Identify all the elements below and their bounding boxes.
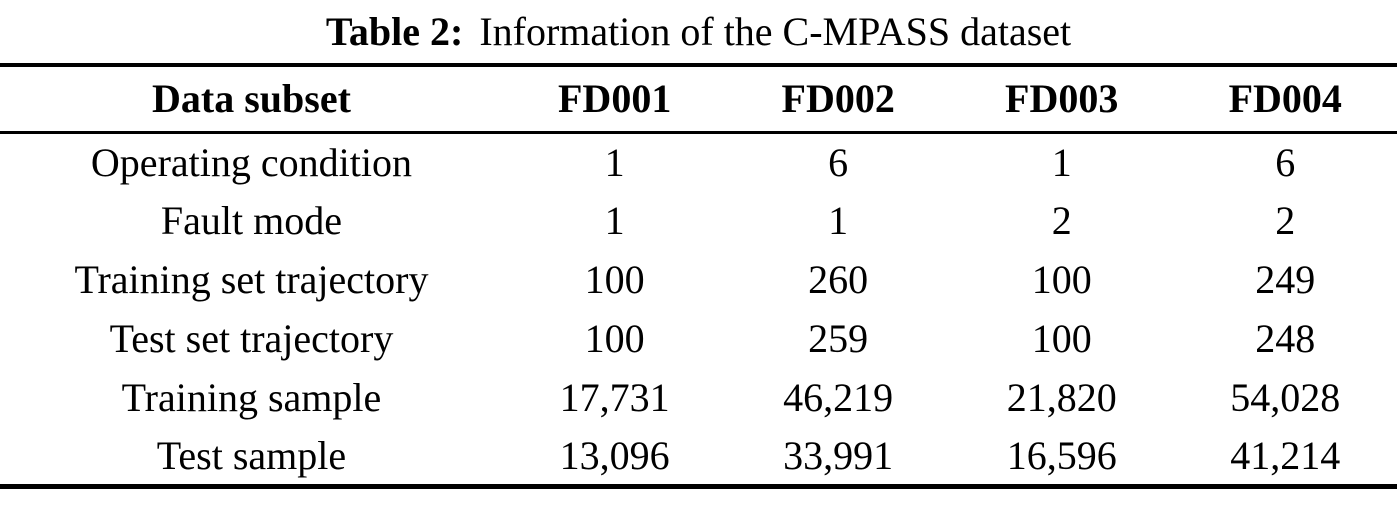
row-label: Operating condition	[90, 139, 412, 185]
data-cell: 6	[1275, 139, 1296, 185]
data-cell: 100	[1031, 316, 1092, 361]
data-cell: 100	[1031, 257, 1092, 302]
data-cell: 260	[808, 257, 869, 302]
data-cell: 2	[1051, 198, 1072, 243]
row-label: Fault mode	[160, 198, 342, 243]
data-cell: 1	[1051, 139, 1072, 185]
data-cell: 21,820	[1006, 375, 1117, 420]
row-label: Test set trajectory	[109, 316, 394, 361]
data-cell: 46,219	[783, 375, 894, 420]
data-cell: 259	[808, 316, 869, 361]
data-cell: 1	[604, 198, 625, 243]
data-cell: 100	[584, 316, 645, 361]
data-cell: 100	[584, 257, 645, 302]
data-cell: 16,596	[1006, 432, 1117, 478]
table-row: Test sample 13,096 33,991 16,596 41,214	[0, 427, 1397, 486]
data-cell: 248	[1255, 316, 1316, 361]
table-row: Training sample 17,731 46,219 21,820 54,…	[0, 368, 1397, 427]
header-cell-fd004: FD004	[1173, 65, 1397, 134]
table-caption-label: Table 2:	[325, 9, 464, 54]
table-row: Training set trajectory 100 260 100 249	[0, 250, 1397, 309]
data-cell: 249	[1255, 257, 1316, 302]
row-label: Training sample	[121, 375, 382, 420]
table-row: Test set trajectory 100 259 100 248	[0, 309, 1397, 368]
header-cell-fd001: FD001	[502, 65, 727, 134]
table-caption-text: Information of the C-MPASS dataset	[479, 9, 1072, 54]
header-cell-data-subset: Data subset	[0, 65, 503, 134]
data-cell: 2	[1275, 198, 1296, 243]
table-caption: Table 2: Information of the C-MPASS datas…	[0, 0, 1397, 63]
row-label: Test sample	[156, 432, 347, 478]
data-cell: 1	[828, 198, 849, 243]
table-header-row: Data subset FD001 FD002 FD003 FD004	[0, 65, 1397, 134]
data-cell: 54,028	[1230, 375, 1341, 420]
cmpass-dataset-table: Data subset FD001 FD002 FD003 FD004 Oper…	[0, 63, 1397, 489]
data-cell: 41,214	[1230, 432, 1341, 478]
data-cell: 6	[828, 139, 849, 185]
header-cell-fd003: FD003	[949, 65, 1174, 134]
row-label: Training set trajectory	[74, 257, 429, 302]
data-cell: 13,096	[559, 432, 670, 478]
header-cell-fd002: FD002	[726, 65, 950, 134]
data-cell: 1	[604, 139, 625, 185]
data-cell: 33,991	[783, 432, 894, 478]
table-row: Fault mode 1 1 2 2	[0, 191, 1397, 250]
data-cell: 17,731	[559, 375, 670, 420]
table-row: Operating condition 1 6 1 6	[0, 132, 1397, 191]
